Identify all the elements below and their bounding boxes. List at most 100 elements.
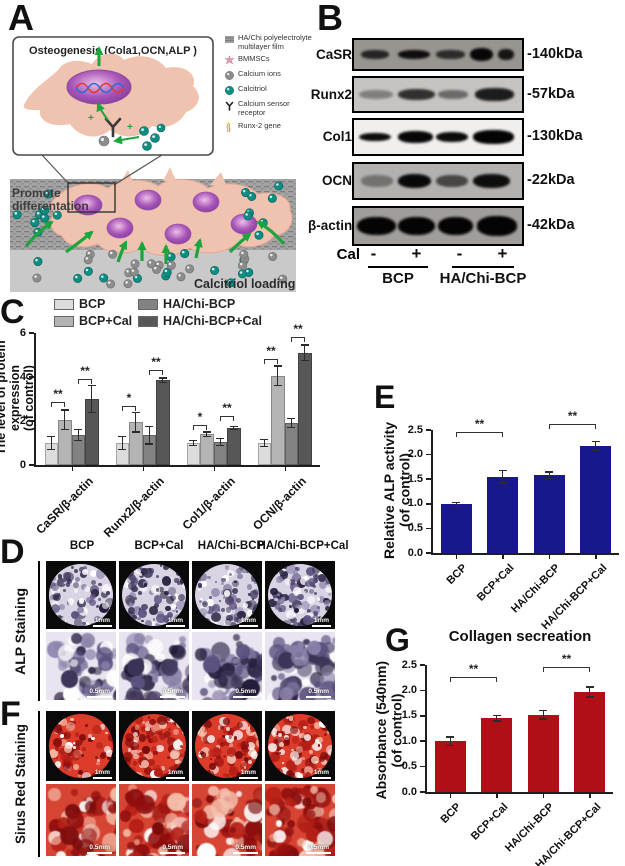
speckle	[161, 696, 179, 700]
protein-band	[360, 50, 390, 59]
speckle	[137, 650, 145, 657]
speckle	[152, 618, 156, 621]
calcium-ion-dot	[123, 279, 133, 289]
speckle	[100, 753, 106, 760]
panel-e-alp-activity-chart: E Relative ALP activity (of control) 0.0…	[330, 375, 625, 632]
zoom-connector	[41, 154, 70, 185]
dot-highlight	[168, 254, 171, 257]
speckle	[238, 720, 248, 730]
speckle	[133, 621, 140, 626]
speckle	[327, 755, 331, 758]
speckle	[156, 588, 160, 592]
legend-item: BMMSCs	[224, 55, 314, 66]
y-tick-label: 0.0	[401, 785, 417, 798]
speckle	[321, 758, 328, 765]
scale-bar-label: 1mm	[165, 617, 185, 627]
d-col-header-bcp: BCP	[69, 540, 95, 552]
dot-highlight	[85, 257, 89, 260]
hachi-underline	[452, 266, 514, 268]
bar-ha-chi-bcp-cal	[156, 380, 170, 465]
y-tick	[420, 715, 425, 717]
y-tick-label: 0.0	[407, 546, 423, 559]
blot-image	[352, 118, 524, 156]
speckle	[245, 773, 248, 776]
speckle	[246, 584, 253, 591]
speckle	[91, 773, 98, 778]
speckle	[182, 582, 186, 589]
speckle	[276, 774, 281, 778]
blot-protein-label: CaSR	[315, 46, 352, 62]
y-tick	[29, 332, 34, 334]
speckle	[226, 727, 230, 731]
speckle	[215, 753, 222, 760]
group-label-hachi-bcp: HA/Chi-BCP	[439, 270, 527, 287]
speckle	[278, 652, 295, 669]
speckle	[328, 807, 335, 823]
speckle	[300, 853, 314, 856]
speckle	[222, 755, 226, 759]
speckle	[96, 741, 104, 749]
speckle	[169, 676, 182, 690]
speckle	[327, 816, 335, 833]
speckle	[250, 751, 259, 759]
speckle	[312, 610, 318, 616]
speckle	[75, 576, 81, 582]
speckle	[119, 810, 132, 822]
speckle	[129, 577, 139, 586]
scale-bar-label: 1mm	[92, 769, 112, 779]
speckle	[152, 676, 159, 683]
alp-staining-label: ALP Staining	[12, 587, 29, 675]
speckle	[308, 577, 316, 585]
speckle	[207, 749, 216, 758]
dot-highlight	[34, 275, 37, 278]
ion-highlight	[100, 137, 105, 142]
speckle	[281, 593, 289, 602]
scale-bar-label: 1mm	[311, 617, 331, 627]
speckle	[279, 766, 289, 777]
speckle	[284, 579, 292, 586]
scale-bar-label: 0.5mm	[233, 688, 258, 698]
speckle	[109, 727, 113, 737]
speckle	[196, 727, 207, 737]
speckle	[73, 746, 76, 749]
stain-disc-image: 1mm	[119, 561, 189, 629]
speckle	[233, 736, 238, 741]
speckle	[174, 614, 184, 624]
speckle	[129, 818, 144, 834]
speckle	[171, 721, 174, 725]
speckle	[111, 584, 113, 590]
speckle	[251, 606, 259, 615]
speckle	[88, 667, 96, 675]
protein-band	[476, 216, 517, 236]
error-cap-top	[118, 435, 127, 438]
calcium-ion	[98, 135, 110, 147]
speckle	[160, 766, 166, 771]
speckle	[283, 736, 290, 744]
speckle	[322, 566, 328, 573]
speckle	[203, 618, 211, 626]
speckle	[200, 726, 206, 732]
calcitriol-dot	[99, 273, 109, 283]
speckle	[100, 660, 111, 670]
speckle	[148, 605, 158, 615]
error-bar	[148, 426, 150, 445]
speckle	[254, 764, 259, 775]
speckle	[145, 727, 155, 737]
speckle	[97, 597, 102, 601]
speckle	[292, 572, 302, 583]
speckle	[316, 736, 323, 743]
dot-highlight	[35, 229, 38, 233]
speckle	[142, 721, 146, 725]
protein-band	[436, 174, 469, 188]
speckle	[332, 794, 335, 804]
speckle	[105, 731, 108, 734]
scale-bar-label: 0.5mm	[87, 844, 112, 854]
speckle	[81, 753, 85, 758]
speckle	[82, 772, 91, 778]
speckle	[112, 793, 116, 812]
speckle	[231, 579, 240, 588]
y-tick-label: 2.0	[407, 448, 423, 461]
calcitriol-dot	[83, 266, 93, 276]
speckle	[330, 718, 332, 724]
speckle	[211, 611, 222, 622]
